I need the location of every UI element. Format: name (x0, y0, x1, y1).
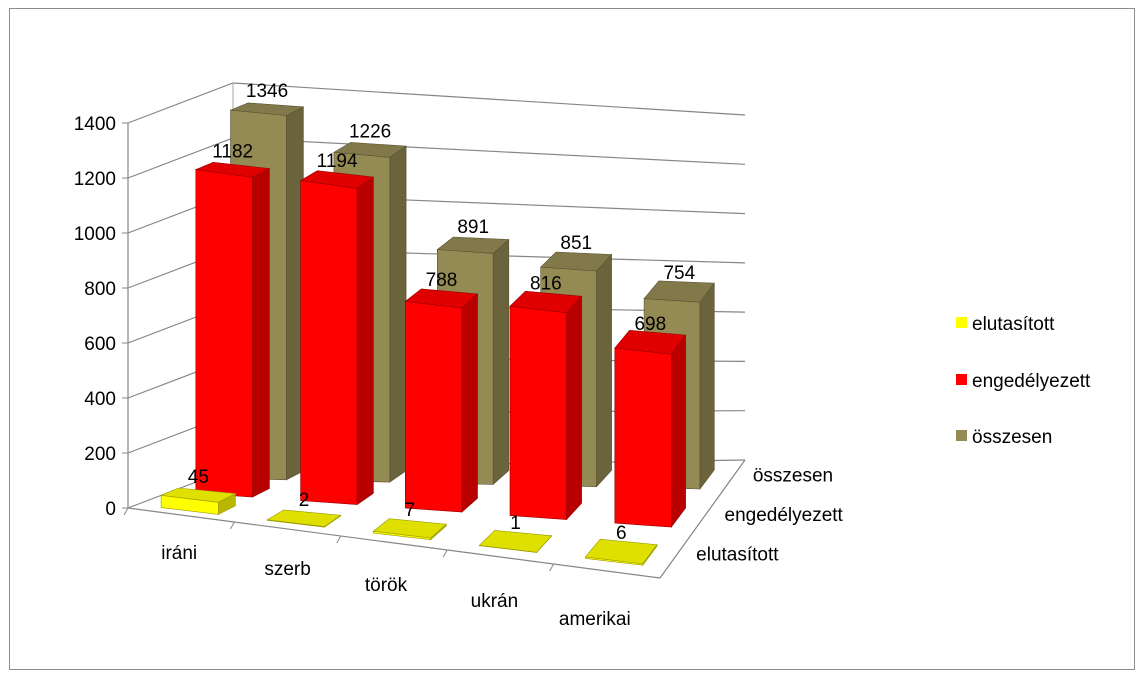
legend-swatch-engedelyezett (956, 374, 967, 385)
y-tick-label: 1200 (74, 169, 116, 190)
bar-elutasitott-amerikai (584, 538, 658, 567)
bar-engedelyezett-torok (404, 288, 479, 513)
data-label: 7 (405, 500, 416, 521)
bar-top-face (332, 142, 407, 158)
bar-elutasitott-torok (372, 518, 447, 541)
x-tick-label: ukrán (471, 591, 519, 612)
data-label: 1346 (246, 81, 288, 102)
data-label: 1194 (317, 151, 358, 172)
x-tick-label: iráni (161, 543, 197, 564)
data-label: 1182 (212, 141, 253, 162)
bar-front-face (404, 301, 463, 513)
bar-top-face (509, 290, 583, 314)
data-label: 698 (634, 314, 666, 335)
bar-top-face (194, 161, 271, 178)
bar-engedelyezett-amerikai (614, 329, 687, 529)
bar-front-face (195, 169, 253, 498)
bar-elutasitott-irani (159, 487, 237, 515)
legend-label-osszesen: összesen (972, 427, 1052, 448)
legend-label-elutasitott: elutasított (972, 314, 1055, 335)
data-label: 788 (426, 270, 458, 291)
bar-top-face (372, 518, 447, 539)
bar-front-face (614, 347, 672, 528)
data-label: 816 (530, 274, 562, 295)
depth-tick-label: elutasított (696, 544, 779, 565)
data-label: 45 (188, 467, 209, 488)
depth-axis-line (659, 459, 746, 579)
x-axis-line (127, 507, 661, 579)
bar-top-face (159, 487, 237, 503)
bar-elutasitott-szerb (266, 509, 342, 528)
bar-top-face (614, 329, 687, 355)
legend-swatch-elutasitott (956, 317, 967, 328)
bar-top-face (230, 102, 305, 116)
bar-engedelyezett-ukran (509, 290, 583, 521)
x-tick-label: szerb (264, 559, 310, 580)
data-label: 6 (616, 523, 627, 544)
y-tick-label: 0 (105, 499, 116, 520)
data-label: 851 (560, 233, 592, 254)
y-tick-label: 1400 (74, 114, 116, 135)
bar-front-face (300, 180, 358, 505)
x-tick-label: amerikai (559, 609, 631, 630)
depth-tick-label: engedélyezett (725, 505, 844, 526)
y-tick-label: 600 (84, 334, 116, 355)
bar-side-face (670, 334, 686, 529)
bar-elutasitott-ukran (478, 530, 553, 554)
bar-engedelyezett-irani (194, 161, 271, 498)
y-tick-label: 400 (84, 389, 116, 410)
legend-swatch-osszesen (956, 430, 967, 441)
data-label: 1 (510, 513, 521, 534)
depth-tick-label: összesen (753, 466, 833, 487)
bar-engedelyezett-szerb (299, 170, 375, 506)
bar-top-face (436, 236, 510, 254)
bar-side-face (492, 238, 510, 486)
bar-front-face (509, 305, 567, 520)
data-label: 2 (299, 490, 310, 511)
y-tick-label: 800 (84, 279, 116, 300)
data-label: 891 (457, 217, 489, 238)
x-tick (229, 521, 235, 530)
bar-top-face (299, 170, 375, 189)
bar-side-face (461, 293, 478, 513)
x-tick (336, 535, 342, 544)
legend-label-engedelyezett: engedélyezett (972, 371, 1091, 392)
bar-side-face (596, 253, 612, 488)
bar-top-face (643, 280, 715, 303)
y-tick-label: 200 (84, 444, 116, 465)
bar-side-face (389, 145, 407, 483)
bar-side-face (356, 176, 374, 506)
bar-side-face (252, 168, 270, 498)
data-label: 754 (663, 263, 695, 284)
bar-top-face (266, 509, 342, 527)
x-tick (549, 563, 555, 572)
bar-top-face (478, 530, 553, 553)
y-tick-label: 1000 (74, 224, 116, 245)
bar-top-face (404, 288, 479, 309)
bar-top-face (540, 251, 613, 272)
data-label: 1226 (349, 122, 391, 143)
bar-top-face (584, 538, 658, 565)
x-tick-label: török (365, 575, 408, 596)
bar-side-face (699, 282, 715, 490)
x-tick (123, 507, 129, 516)
bar-side-face (566, 295, 582, 521)
x-tick (442, 549, 448, 558)
